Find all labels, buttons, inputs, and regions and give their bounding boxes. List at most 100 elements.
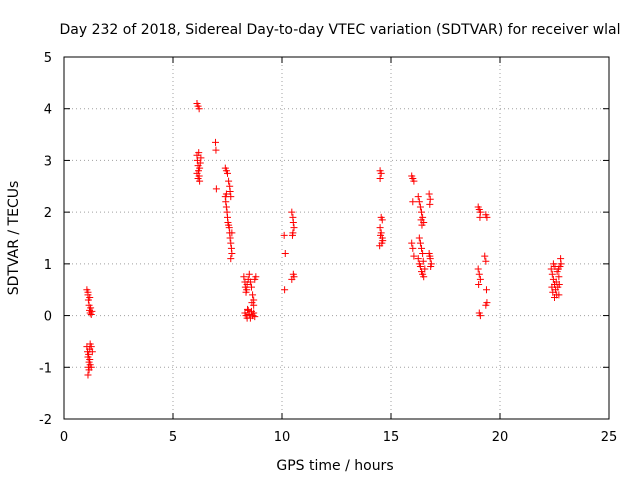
data-point <box>482 257 490 265</box>
y-tick-label: 2 <box>44 206 52 221</box>
data-point <box>419 257 427 265</box>
data-point <box>288 231 296 239</box>
data-point <box>195 105 203 113</box>
data-point <box>475 281 483 289</box>
data-point <box>416 203 424 211</box>
data-point <box>251 313 259 321</box>
y-tick-label: -2 <box>39 413 52 428</box>
data-point <box>551 262 559 270</box>
data-point <box>246 278 254 286</box>
data-point <box>426 200 434 208</box>
data-point <box>222 198 230 206</box>
data-point <box>280 231 288 239</box>
data-point <box>547 265 555 273</box>
data-point <box>476 213 484 221</box>
x-tick-label: 0 <box>60 430 68 445</box>
data-point <box>378 216 386 224</box>
data-point <box>476 275 484 283</box>
data-point <box>417 216 425 224</box>
data-point <box>87 304 95 312</box>
data-point <box>245 270 253 278</box>
y-tick-label: 4 <box>44 103 52 118</box>
data-point <box>418 221 426 229</box>
data-point <box>482 286 490 294</box>
data-point <box>483 213 491 221</box>
data-point <box>193 169 201 177</box>
data-point <box>376 224 384 232</box>
y-tick-label: 1 <box>44 258 52 273</box>
data-point <box>555 281 563 289</box>
data-point <box>87 363 95 371</box>
data-point <box>409 198 417 206</box>
data-point <box>250 309 258 317</box>
data-point <box>196 164 204 172</box>
data-point <box>410 252 418 260</box>
data-point <box>476 312 484 320</box>
data-point <box>240 273 248 281</box>
y-axis-title: SDTVAR / TECUs <box>6 181 22 296</box>
data-point <box>222 203 230 211</box>
data-point <box>281 250 289 258</box>
data-point <box>212 146 220 154</box>
data-point <box>377 169 385 177</box>
data-point <box>377 231 385 239</box>
x-axis-title: GPS time / hours <box>276 458 393 474</box>
data-point <box>426 252 434 260</box>
data-point <box>376 242 384 250</box>
x-tick-label: 15 <box>383 430 400 445</box>
data-point <box>244 305 252 313</box>
data-point <box>475 270 483 278</box>
data-point <box>195 149 203 157</box>
y-tick-labels: -2 -1 0 1 2 3 4 5 <box>39 51 52 428</box>
data-point <box>196 177 204 185</box>
x-tick-labels: 0 5 10 15 20 25 <box>60 430 617 445</box>
data-point <box>474 265 482 273</box>
data-point <box>410 177 418 185</box>
data-point <box>415 198 423 206</box>
data-point <box>481 252 489 260</box>
data-point <box>227 255 235 263</box>
data-point <box>228 250 236 258</box>
data-point <box>376 175 384 183</box>
chart-title: Day 232 of 2018, Sidereal Day-to-day VTE… <box>59 22 620 38</box>
data-point <box>421 265 429 273</box>
data-point <box>415 234 423 242</box>
data-point <box>88 307 96 315</box>
data-point <box>418 208 426 216</box>
data-points <box>83 100 565 379</box>
data-point <box>252 273 260 281</box>
data-point <box>427 262 435 270</box>
x-tick-label: 25 <box>601 430 618 445</box>
data-point <box>227 239 235 247</box>
x-tick-label: 10 <box>274 430 291 445</box>
data-point <box>281 286 289 294</box>
data-point <box>88 348 96 356</box>
data-point <box>249 291 257 299</box>
data-point <box>87 343 95 351</box>
data-point <box>86 356 94 364</box>
data-point <box>224 169 231 177</box>
axis-ticks <box>63 56 610 420</box>
data-point <box>244 306 252 314</box>
data-point <box>196 159 204 167</box>
data-point <box>551 293 558 301</box>
data-point <box>482 301 490 309</box>
data-point <box>225 177 233 185</box>
data-point <box>85 350 93 358</box>
y-tick-label: 0 <box>44 310 52 325</box>
y-tick-label: 5 <box>44 51 52 66</box>
data-point <box>408 239 416 247</box>
data-point <box>414 255 422 263</box>
data-point <box>414 193 422 201</box>
data-point <box>290 273 298 281</box>
data-point <box>288 208 296 216</box>
data-point <box>425 190 433 198</box>
data-point <box>84 371 92 379</box>
data-point <box>197 154 205 162</box>
data-point <box>250 301 258 309</box>
data-point <box>419 250 427 258</box>
data-point <box>212 138 220 146</box>
data-point <box>228 229 236 237</box>
data-point <box>557 255 565 263</box>
